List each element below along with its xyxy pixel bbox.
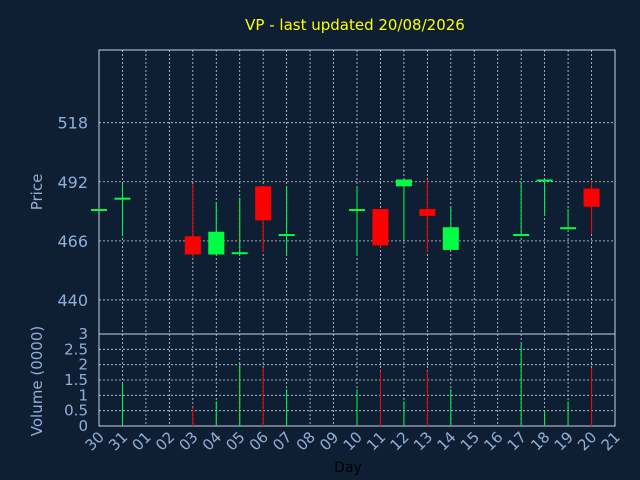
- candle-body: [91, 209, 107, 212]
- x-tick-label: 31: [105, 428, 131, 454]
- x-tick-label: 05: [222, 428, 248, 454]
- candle-body: [536, 179, 553, 182]
- price-axis-label: Price: [28, 174, 46, 211]
- price-tick-label: 518: [57, 114, 88, 133]
- volume-axis-label: Volume (0000): [28, 326, 46, 436]
- x-tick-label: 20: [574, 428, 600, 454]
- volume-tick-label: 1: [78, 386, 88, 404]
- x-tick-label: 13: [410, 428, 436, 454]
- price-tick-label: 440: [57, 291, 88, 310]
- candle-body: [583, 188, 600, 207]
- candle-body: [349, 209, 365, 212]
- candle-body: [278, 234, 295, 237]
- x-tick-label: 10: [340, 428, 366, 454]
- x-tick-label: 01: [129, 428, 155, 454]
- x-tick-label: 03: [175, 428, 201, 454]
- price-tick-labels: 440 466 492 518: [57, 114, 88, 310]
- volume-tick-label: 3: [78, 325, 88, 343]
- volume-tick-labels: 00.511.522.53: [64, 325, 88, 435]
- volume-bars: [121, 343, 593, 426]
- x-tick-label: 02: [152, 428, 178, 454]
- x-tick-label: 08: [293, 428, 319, 454]
- candle-body: [419, 209, 436, 216]
- x-tick-label: 14: [433, 428, 459, 454]
- x-tick-label: 06: [246, 428, 272, 454]
- volume-tick-label: 2.5: [64, 340, 88, 358]
- x-tick-label: 04: [199, 428, 225, 454]
- x-tick-label: 21: [598, 428, 624, 454]
- x-tick-labels: 3031010203040506070809101112131415161718…: [82, 428, 624, 454]
- price-tick-label: 466: [57, 232, 88, 251]
- x-axis-label: Day: [334, 460, 362, 476]
- candle-body: [513, 234, 530, 237]
- candle-body: [208, 231, 225, 255]
- volume-tick-label: 2: [78, 356, 88, 374]
- candle-body: [560, 227, 577, 230]
- candle-body: [114, 197, 131, 200]
- x-tick-label: 09: [316, 428, 342, 454]
- x-tick-label: 07: [269, 428, 295, 454]
- candle-body: [372, 209, 389, 246]
- chart-title: VP - last updated 20/08/2026: [245, 16, 465, 34]
- volume-tick-label: 0: [78, 417, 88, 435]
- x-tick-label: 19: [551, 428, 577, 454]
- x-tick-label: 12: [387, 428, 413, 454]
- price-tick-label: 492: [57, 173, 88, 192]
- x-tick-label: 11: [363, 428, 389, 454]
- x-tick-label: 18: [527, 428, 553, 454]
- x-tick-label: 17: [504, 428, 530, 454]
- candles: [91, 179, 600, 257]
- volume-tick-label: 1.5: [64, 371, 88, 389]
- candle-body: [231, 252, 248, 255]
- x-tick-label: 15: [457, 428, 483, 454]
- candle-body: [255, 186, 272, 221]
- candle-body: [395, 179, 412, 187]
- candle-body: [184, 236, 201, 255]
- x-tick-label: 16: [480, 428, 506, 454]
- candle-body: [442, 227, 459, 250]
- volume-tick-label: 0.5: [64, 402, 88, 420]
